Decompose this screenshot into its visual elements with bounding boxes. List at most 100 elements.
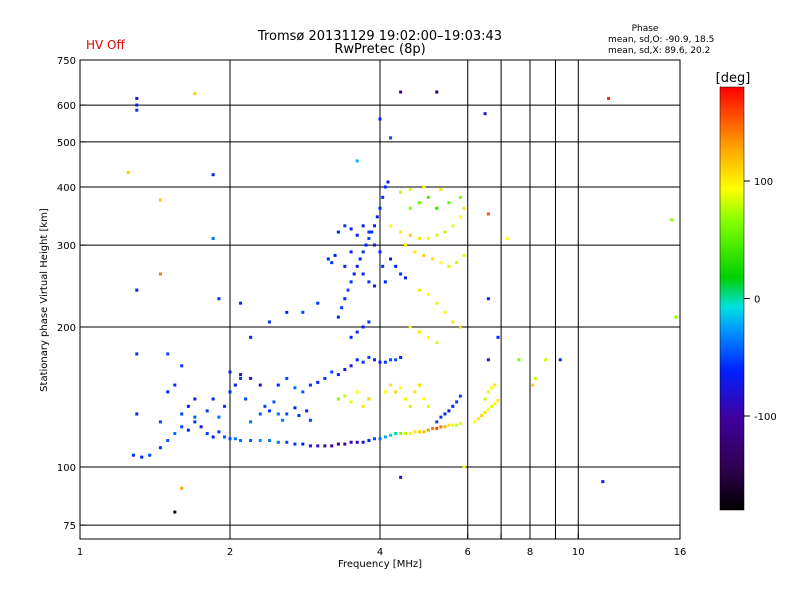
data-point [173,383,177,387]
data-point [367,355,371,359]
data-point [458,215,462,219]
data-point [343,224,347,228]
chart-title: Tromsø 20131129 19:02:00–19:03:43 [257,29,502,44]
data-points [126,90,678,514]
x-tick-label: 1 [77,547,83,558]
data-point [399,230,403,234]
data-point [413,390,417,394]
data-point [378,437,382,441]
y-tick-label: 200 [57,323,76,334]
data-point [173,432,177,436]
data-point [367,230,371,234]
data-point [399,432,403,436]
data-point [422,397,426,401]
data-point [249,335,253,339]
data-point [383,360,387,364]
data-point [403,397,407,401]
data-point [399,272,403,276]
data-point [447,201,451,205]
data-point [228,370,232,374]
data-point [435,206,439,210]
data-point [367,438,371,442]
data-point [301,390,305,394]
data-point [135,412,139,416]
data-point [336,315,340,319]
data-point [211,173,215,177]
data-point [389,358,393,362]
y-tick-label: 300 [57,241,76,252]
data-point [422,185,426,189]
data-point [439,261,443,265]
data-point [447,409,451,413]
data-point [140,455,144,459]
data-point [276,383,280,387]
data-point [364,243,368,247]
data-point [486,407,490,411]
x-tick-label: 8 [527,547,533,558]
data-point [267,409,271,413]
data-point [355,264,359,268]
data-point [258,438,262,442]
data-point [326,257,330,261]
x-tick-label: 10 [572,547,585,558]
data-point [473,420,477,424]
data-point [417,236,421,240]
data-point [403,243,407,247]
data-point [361,440,365,444]
data-point [349,440,353,444]
data-point [435,90,439,94]
data-point [413,250,417,254]
data-point [258,383,262,387]
data-point [378,206,382,210]
colorbar-label: [deg] [716,71,751,86]
data-point [186,428,190,432]
hv-status-label: HV Off [86,38,125,52]
data-point [486,358,490,362]
data-point [408,233,412,237]
data-point [333,253,337,257]
data-point [486,390,490,394]
data-point [408,404,412,408]
data-point [451,224,455,228]
data-point [358,257,362,261]
data-point [458,422,462,426]
data-point [431,257,435,261]
data-point [239,301,243,305]
data-point [490,386,494,390]
data-point [399,90,403,94]
data-point [355,159,359,163]
data-point [316,380,320,384]
colorbar [719,86,745,511]
data-point [166,390,170,394]
data-point [451,423,455,427]
data-point [426,335,430,339]
data-point [417,201,421,205]
data-point [367,236,371,240]
phase-legend-title: Phase [632,24,659,34]
data-point [493,401,497,405]
data-point [343,264,347,268]
data-point [417,383,421,387]
data-point [447,423,451,427]
data-point [439,415,443,419]
data-point [417,430,421,434]
data-point [217,430,221,434]
data-point [346,288,350,292]
data-point [394,390,398,394]
data-point [228,390,232,394]
data-point [435,301,439,305]
y-tick-label: 500 [57,138,76,149]
data-point [267,438,271,442]
data-point [413,430,417,434]
data-point [293,406,297,410]
data-point [435,341,439,345]
data-point [483,410,487,414]
data-point [148,453,152,457]
data-point [336,230,340,234]
data-point [505,236,509,240]
data-point [455,400,459,404]
data-point [408,188,412,192]
data-point [126,170,130,174]
data-point [483,112,487,116]
data-point [378,117,382,121]
